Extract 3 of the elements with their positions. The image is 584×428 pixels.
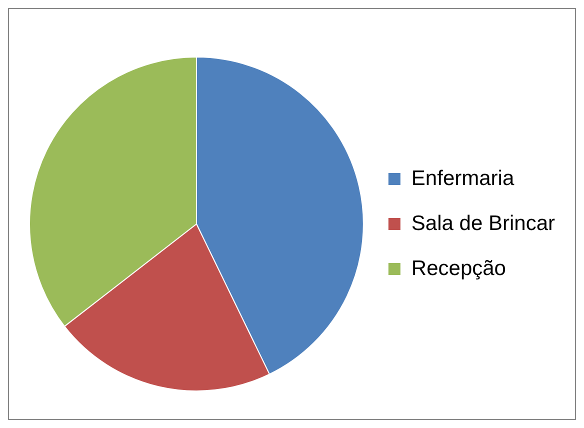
legend-label: Enfermaria — [411, 166, 514, 190]
legend-label: Sala de Brincar — [411, 212, 556, 235]
legend-label: Recepção — [411, 256, 506, 280]
